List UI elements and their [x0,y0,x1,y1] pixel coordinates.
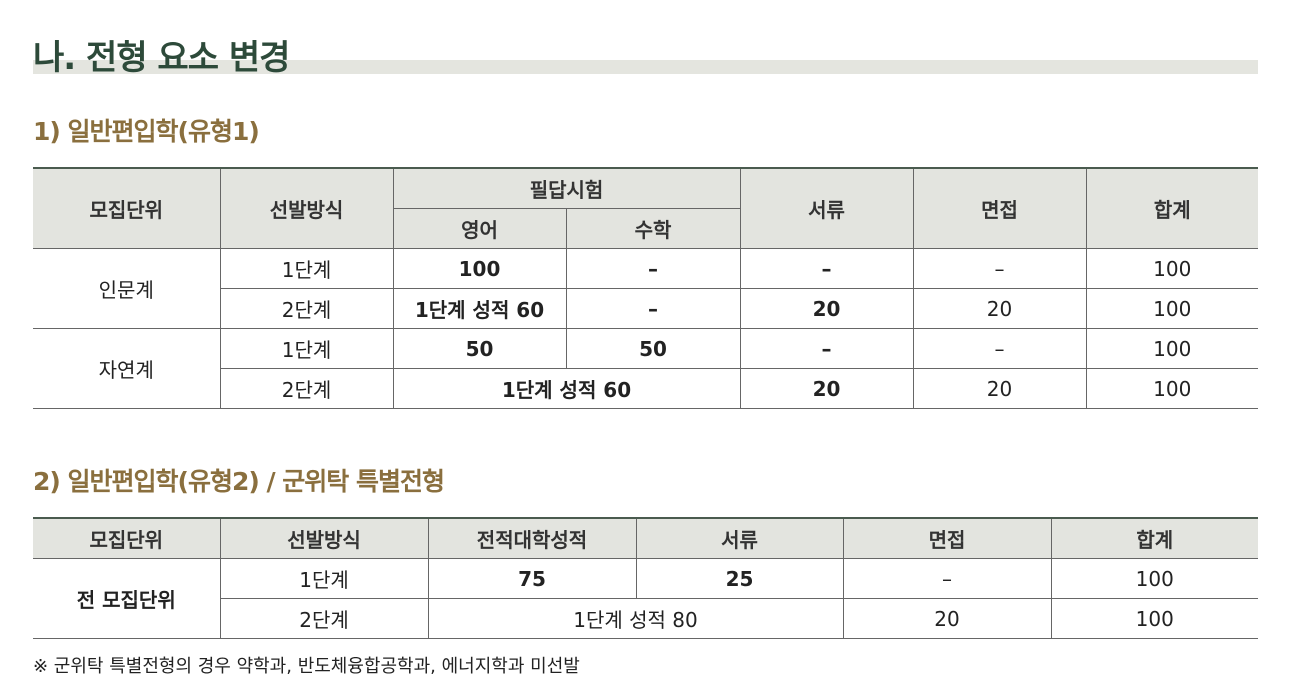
header-cell: 필답시험 [392,167,741,209]
table-row: 인문계 1단계 100– – –100 [33,248,1259,329]
table-cell: 1단계 성적 60 [392,288,567,329]
table-cell: 50 [392,328,567,369]
header-cell: 합계 [1050,517,1258,559]
section-heading: 1) 일반편입학(유형1) [33,117,260,146]
table-cell: 20 [912,288,1087,329]
table-cell: – [912,248,1087,289]
header-cell: 모집단위 [33,167,221,249]
table-cell: 20 [912,368,1087,409]
table-cell: 100 [1085,328,1259,369]
table-cell: 1단계 [219,558,429,599]
table-cell: 100 [1085,288,1259,329]
table-cell: 100 [1050,558,1258,599]
header-cell: 면접 [912,167,1087,249]
table-cell: 1단계 성적 80 [427,598,844,639]
table-cell: 2단계 [220,368,394,409]
table-row: 영어 수학 [33,208,1258,249]
table-row: 2단계 1단계 성적 60–20 20 100 [33,288,1259,329]
table-row: 모집단위 선발방식 필답시험 서류 면접 합계 [33,167,1259,249]
page-title: 나. 전형 요소 변경 [33,38,290,78]
header-cell: 선발방식 [219,167,394,249]
table-row: 모집단위 선발방식 전적대학성적 서류 면접 합계 [33,517,1258,559]
table-cell: – [842,558,1052,599]
header-cell: 수학 [565,208,741,249]
table-cell: – [912,328,1087,369]
table-cell: – [739,328,914,369]
table-cell: 50 [565,328,741,369]
section-heading: 2) 일반편입학(유형2) / 군위탁 특별전형 [33,467,445,496]
table-cell: 인문계 [33,248,221,329]
table-cell: – [565,288,741,329]
table-row: 자연계 1단계 50 50– –100 [33,328,1259,409]
table-cell: 1단계 성적 60 [392,368,741,409]
table-cell: 1단계 [219,248,394,289]
table-cell: 25 [635,558,844,599]
table-row: 전 모집단위 1단계 75 25–100 [33,558,1258,639]
table-cell: 100 [392,248,567,289]
table-cell: 100 [1050,598,1258,639]
header-cell: 선발방식 [219,517,429,559]
table: 모집단위 선발방식 필답시험 서류 면접 합계 영어 수학 인문계 1단계 100– – –100 … [33,167,1259,409]
table-cell: 1단계 [219,328,394,369]
table-row: 2단계 1단계 성적 60 20 20 100 [33,368,1259,409]
title-band [33,60,1258,74]
table-cell: 100 [1085,248,1259,289]
table-cell: 2단계 [220,598,429,639]
table-cell: 20 [739,288,914,329]
header-cell: 전적대학성적 [427,517,637,559]
header-cell: 영어 [393,208,567,249]
footnote: ※ 군위탁 특별전형의 경우 약학과, 반도체융합공학과, 에너지학과 미선발 [33,656,580,677]
table-cell: 100 [1085,368,1259,409]
table-cell: 20 [739,368,914,409]
header-cell: 서류 [739,167,914,249]
table-cell: 20 [842,598,1052,639]
table-cell: 자연계 [33,328,221,409]
table-cell: – [739,248,914,289]
header-cell: 서류 [635,517,844,559]
header-cell: 모집단위 [33,517,221,559]
table-cell: – [565,248,741,289]
header-cell: 합계 [1085,167,1259,249]
table: 모집단위 선발방식 전적대학성적 서류 면접 합계 전 모집단위 1단계 75 25–100 2… [33,517,1258,639]
table-cell: 75 [427,558,637,599]
table-cell: 전 모집단위 [33,558,221,639]
table-row: 2단계 1단계 성적 80 20 100 [33,598,1258,639]
header-cell: 면접 [842,517,1052,559]
table-cell: 2단계 [220,288,394,329]
